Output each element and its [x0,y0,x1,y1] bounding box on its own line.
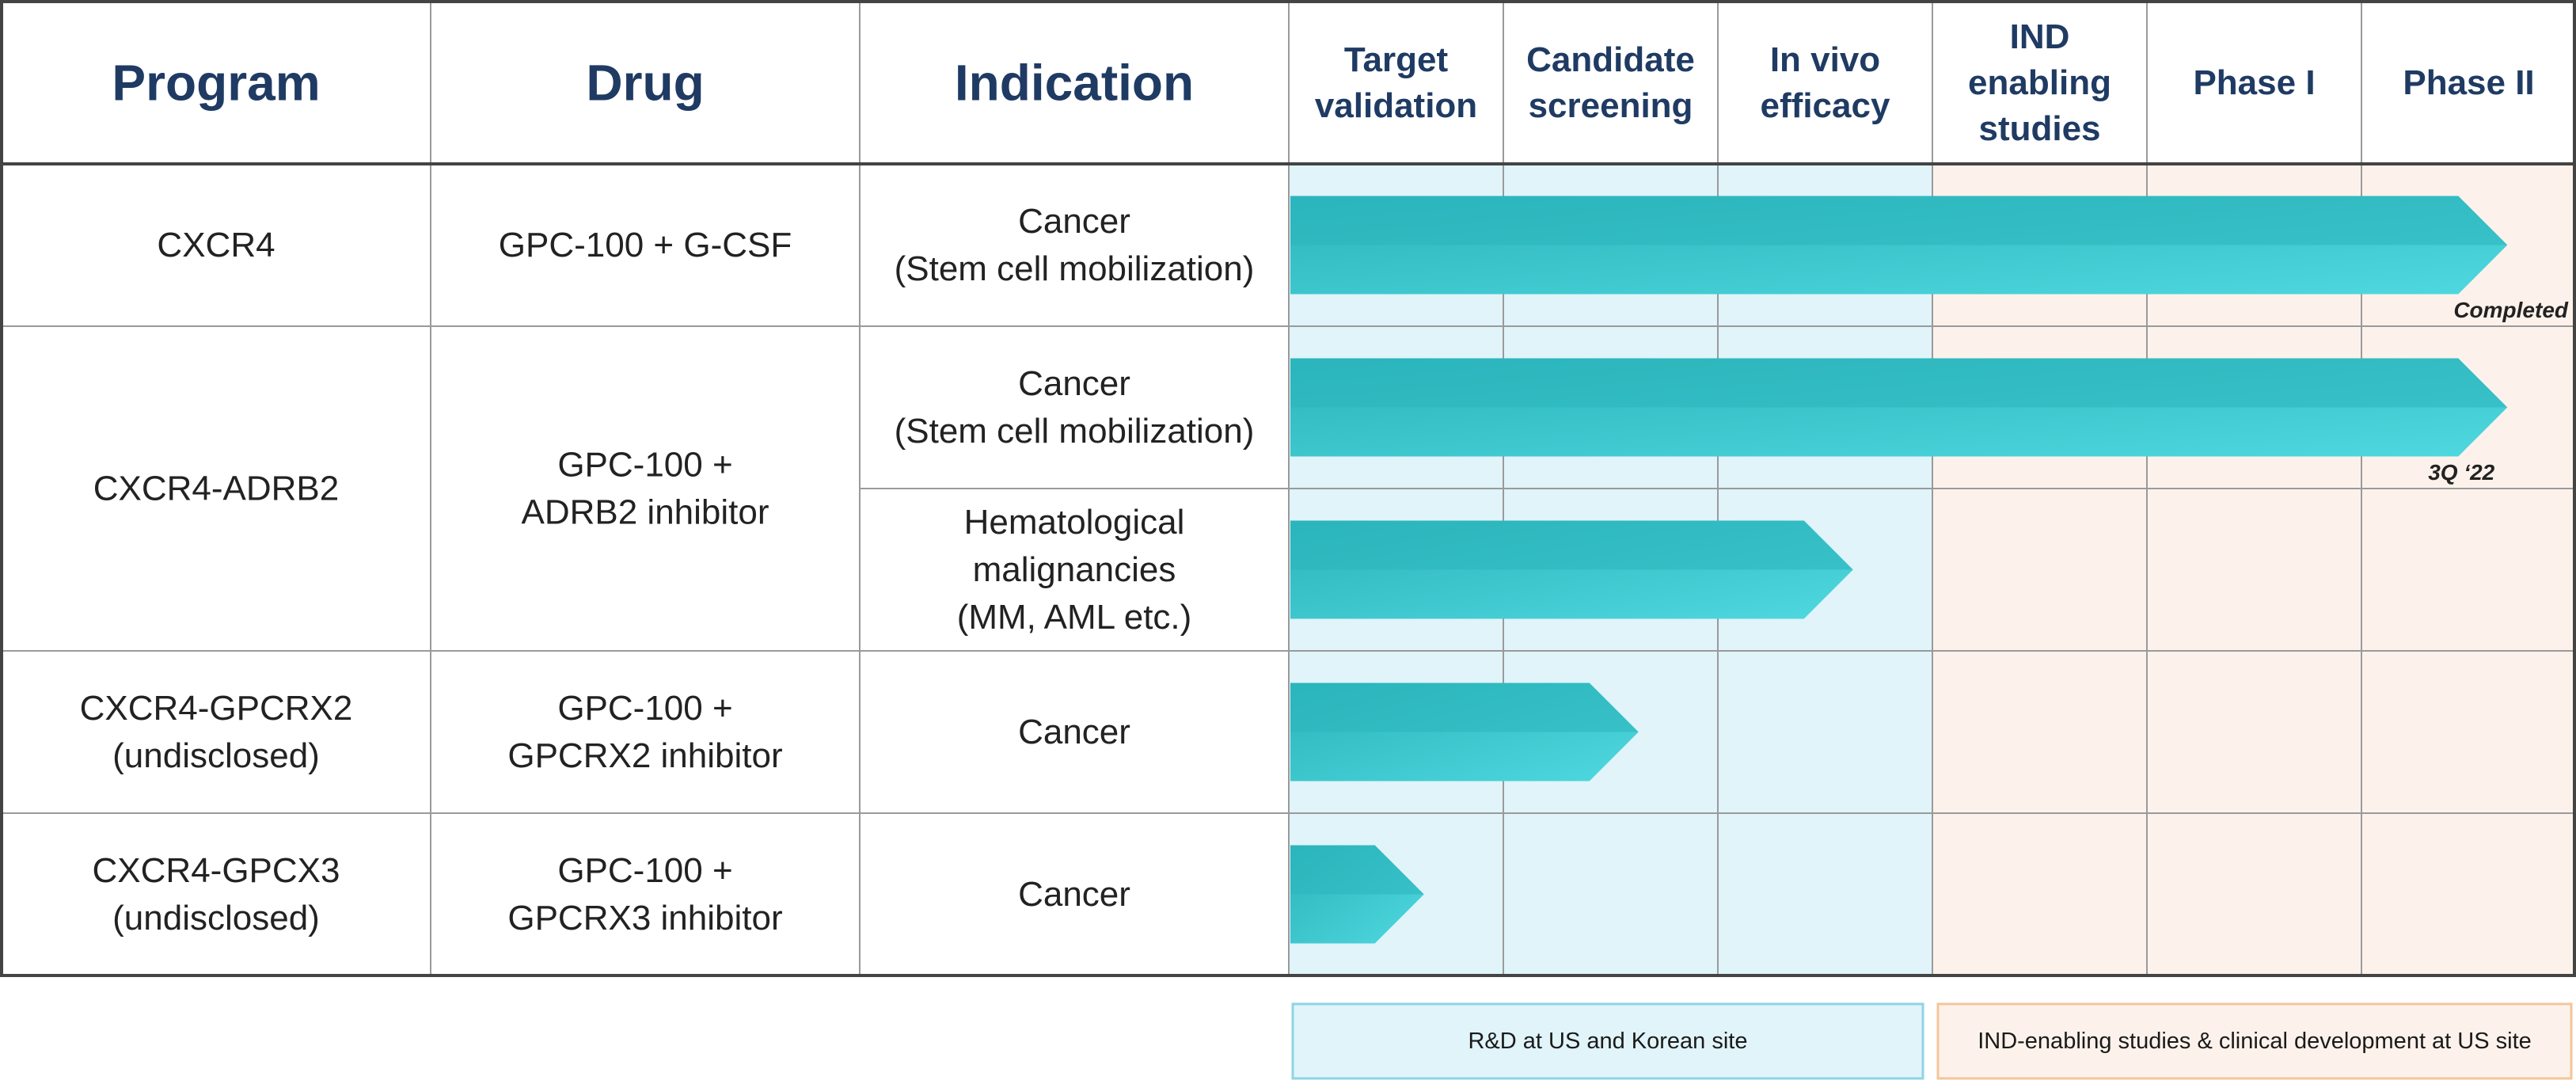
indication-cell: Cancer [1018,202,1130,241]
progress-arrow: Completed [1290,196,2569,322]
program-cell: CXCR4 [157,226,275,264]
legend-rd-swatch [1291,1002,1924,1080]
progress-arrow: 3Q ‘22 [1290,358,2508,485]
header-program: Program [112,55,320,112]
drug-cell: GPC-100 + G-CSF [499,226,792,264]
legend-rd-label: R&D at US and Korean site [1468,1029,1747,1054]
clinical-zone-background [1932,164,2574,975]
progress-arrow-shade [1290,358,2508,408]
progress-arrow [1290,845,1424,944]
header-stage: efficacy [1761,86,1890,125]
header-stage: Target [1344,40,1449,79]
indication-cell: (Stem cell mobilization) [895,249,1255,288]
header-stage: validation [1315,86,1477,125]
drug-cell: GPC-100 + [557,446,732,485]
indication-cell: (Stem cell mobilization) [895,412,1255,451]
table-frame [0,0,2576,977]
status-note: 3Q ‘22 [2428,460,2494,485]
progress-arrow [1290,683,1639,781]
progress-arrow [1290,520,1853,619]
status-note: Completed [2453,298,2569,322]
drug-cell: GPCRX2 inhibitor [507,736,782,775]
legend-clinical-swatch [1936,1002,2573,1080]
indication-cell: (MM, AML etc.) [957,598,1192,637]
progress-arrow-shade [1290,196,2508,245]
indication-cell: malignancies [973,550,1176,589]
indication-cell: Cancer [1018,713,1130,751]
header-indication: Indication [955,55,1194,112]
program-cell: (undisclosed) [112,736,320,775]
indication-cell: Cancer [1018,875,1130,914]
program-cell: CXCR4-ADRB2 [93,470,340,508]
drug-cell: GPCRX3 inhibitor [507,899,782,937]
progress-arrow-shade [1290,683,1639,732]
program-cell: CXCR4-GPCRX2 [80,689,353,728]
header-stage: Phase II [2403,63,2534,102]
progress-arrow-shade [1290,845,1424,895]
indication-cell: Hematological [964,503,1185,542]
header-drug: Drug [586,55,704,112]
header-stage: enabling [1968,63,2111,102]
indication-cell: Cancer [1018,364,1130,403]
header-stage: studies [1978,109,2100,148]
drug-cell: ADRB2 inhibitor [521,493,769,532]
program-cell: CXCR4-GPCX3 [93,851,340,890]
header-stage: In vivo [1770,40,1880,79]
legend-clinical-label: IND-enabling studies & clinical developm… [1978,1029,2532,1054]
header-stage: IND [2010,17,2070,56]
header-stage: Candidate [1526,40,1695,79]
header-stage: screening [1529,86,1693,125]
program-cell: (undisclosed) [112,899,320,937]
header-stage: Phase I [2193,63,2315,102]
drug-cell: GPC-100 + [557,689,732,728]
progress-arrow-shade [1290,520,1853,570]
drug-cell: GPC-100 + [557,851,732,890]
